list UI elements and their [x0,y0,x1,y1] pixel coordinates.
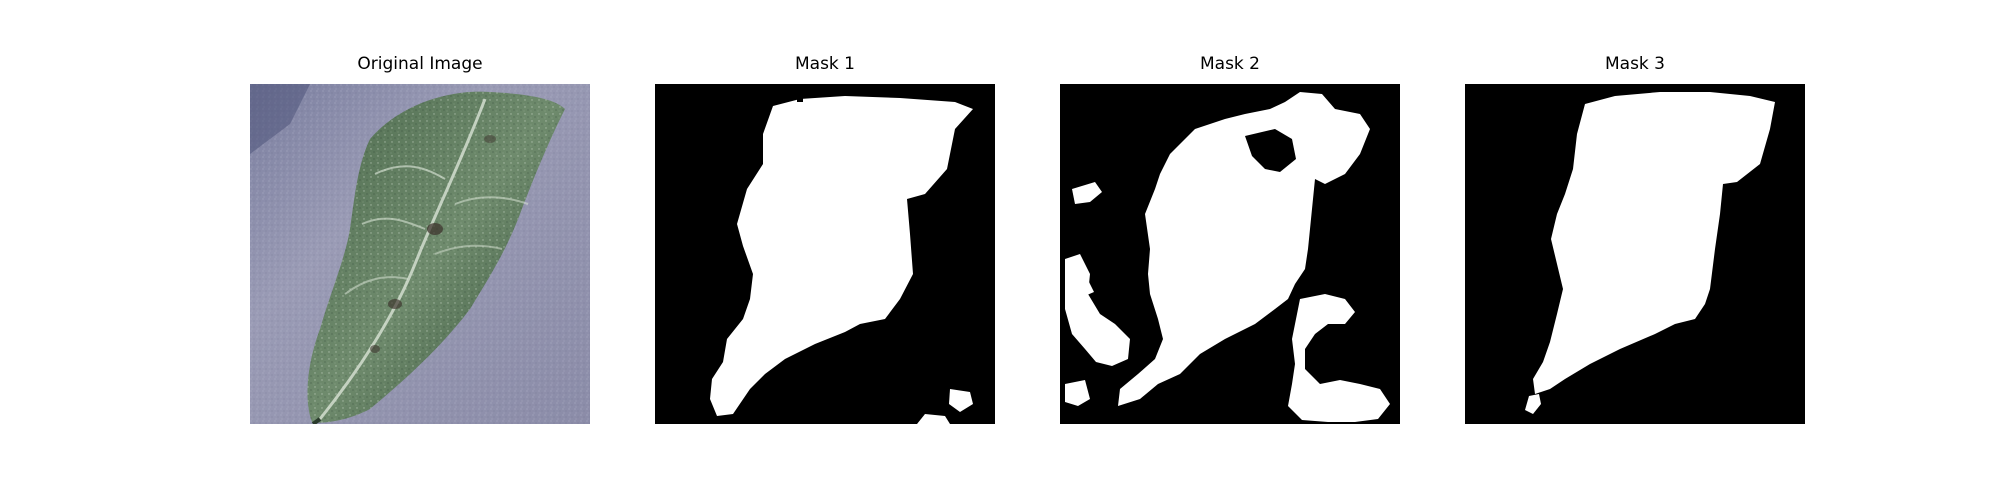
original-image-title: Original Image [357,54,483,74]
mask-1-image [655,84,995,424]
mask-3-image [1465,84,1805,424]
mask-1-panel: Mask 1 [655,54,995,454]
original-leaf-image [250,84,590,424]
mask-2-panel: Mask 2 [1060,54,1400,454]
mask-2-image [1060,84,1400,424]
mask-1-title: Mask 1 [794,54,855,74]
original-image-panel: Original Image [250,54,590,454]
mask-2-title: Mask 2 [1199,54,1260,74]
mask-3-panel: Mask 3 [1465,54,1805,454]
mask-3-title: Mask 3 [1604,54,1665,74]
